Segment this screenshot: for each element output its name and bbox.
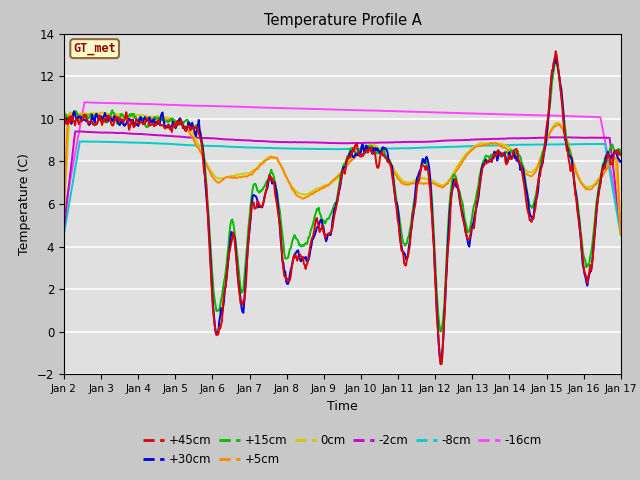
Legend: +45cm, +30cm, +15cm, +5cm, 0cm, -2cm, -8cm, -16cm: +45cm, +30cm, +15cm, +5cm, 0cm, -2cm, -8… <box>138 430 547 471</box>
Y-axis label: Temperature (C): Temperature (C) <box>19 153 31 255</box>
Title: Temperature Profile A: Temperature Profile A <box>264 13 421 28</box>
Text: GT_met: GT_met <box>73 42 116 55</box>
X-axis label: Time: Time <box>327 400 358 413</box>
